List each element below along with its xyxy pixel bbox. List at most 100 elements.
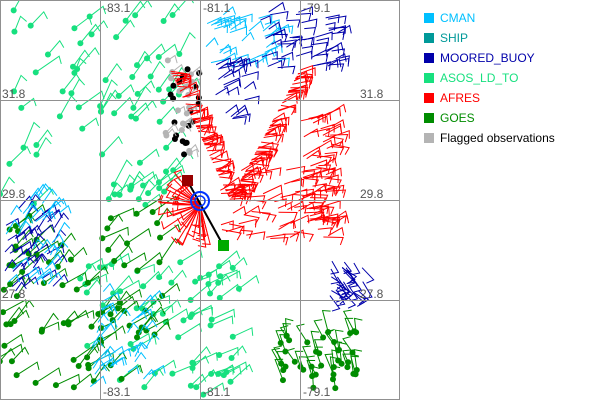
wind-barb (207, 273, 231, 297)
wind-barb (208, 308, 236, 323)
legend-label: CMAN (440, 11, 476, 25)
lat-label-left: 27.8 (2, 287, 26, 301)
wind-barb (186, 143, 200, 154)
wind-barb (111, 244, 133, 265)
wind-barb (219, 176, 233, 186)
wind-barb (226, 86, 240, 96)
wind-barb (308, 201, 324, 211)
wind-barb (248, 166, 268, 179)
wind-barb (223, 61, 235, 70)
wind-barb (302, 146, 322, 157)
wind-barb (220, 365, 242, 379)
wind-barb (336, 276, 347, 293)
wind-barb (310, 159, 328, 168)
wind-barb (18, 215, 34, 229)
wind-barb (271, 38, 283, 48)
wind-barb (53, 240, 69, 257)
wind-barb (37, 183, 52, 197)
wind-barb (325, 21, 336, 31)
wind-barb (90, 375, 107, 387)
legend-swatch (424, 133, 434, 143)
wind-barb (331, 119, 345, 128)
storm-track (182, 175, 229, 251)
wind-barb (48, 196, 65, 212)
wind-barb (166, 67, 188, 93)
wind-barb (311, 154, 332, 165)
wind-barb (59, 73, 82, 95)
wind-barb (1, 333, 24, 349)
wind-barb (136, 148, 160, 166)
wind-barb (316, 167, 336, 176)
wind-barb (29, 224, 42, 235)
wind-barb (248, 195, 266, 204)
wind-barb (156, 265, 174, 281)
wind-barb (342, 336, 356, 356)
wind-barb (223, 184, 237, 193)
wind-barb (178, 123, 192, 134)
wind-barb (111, 96, 134, 117)
wind-barb (180, 306, 203, 324)
wind-barb (53, 254, 68, 266)
wind-barb (35, 183, 49, 196)
wind-barb (131, 310, 148, 322)
wind-barb (304, 177, 320, 188)
wind-barb (281, 51, 294, 61)
wind-barb (298, 6, 314, 16)
wind-barb (145, 332, 160, 350)
wind-barb (134, 251, 163, 274)
wind-barb (233, 113, 251, 122)
wind-barb (67, 246, 88, 263)
wind-barb (117, 308, 131, 321)
wind-barb (170, 82, 177, 89)
wind-barb (270, 10, 289, 20)
wind-barb (134, 50, 151, 69)
legend-swatch (424, 73, 434, 83)
wind-barb (198, 130, 217, 141)
wind-barb (263, 133, 284, 143)
wind-barb (216, 170, 235, 180)
wind-barb (155, 43, 178, 61)
wind-barb (265, 167, 282, 176)
wind-barb (181, 151, 188, 158)
wind-barb (168, 269, 187, 286)
wind-barb (44, 39, 65, 58)
wind-barb (40, 267, 68, 286)
wind-barb (337, 280, 348, 299)
wind-barb (268, 123, 281, 132)
wind-barb (278, 104, 295, 114)
wind-barb (331, 143, 350, 155)
wind-barb (318, 164, 332, 173)
wind-barb (347, 269, 359, 288)
wind-barb (169, 364, 194, 377)
wind-barb (7, 234, 19, 243)
wind-barb (70, 49, 90, 70)
wind-barb (292, 80, 311, 89)
wind-barb (311, 62, 328, 72)
wind-barb (199, 204, 209, 236)
wind-barb (174, 204, 201, 233)
wind-barb (176, 204, 201, 227)
wind-barb (282, 233, 300, 242)
wind-barb (186, 102, 198, 112)
wind-barb (210, 17, 227, 26)
wind-barb (101, 322, 116, 336)
wind-barb (121, 252, 147, 269)
wind-barb (331, 276, 345, 290)
wind-barb (23, 241, 40, 255)
wind-barb (278, 219, 297, 230)
wind-barb (33, 136, 52, 158)
wind-barb (310, 330, 320, 355)
wind-barb (342, 267, 358, 283)
wind-barb (221, 229, 242, 241)
wind-barb (320, 185, 336, 195)
lat-label-right: 31.8 (360, 87, 384, 101)
wind-barb (315, 166, 335, 178)
wind-barb (231, 195, 250, 205)
wind-barb (221, 52, 237, 62)
wind-barb (15, 281, 27, 292)
wind-barb (204, 142, 218, 151)
wind-barb (287, 91, 303, 100)
wind-barb (216, 169, 233, 180)
wind-barb (195, 125, 209, 136)
wind-barb (159, 195, 201, 206)
